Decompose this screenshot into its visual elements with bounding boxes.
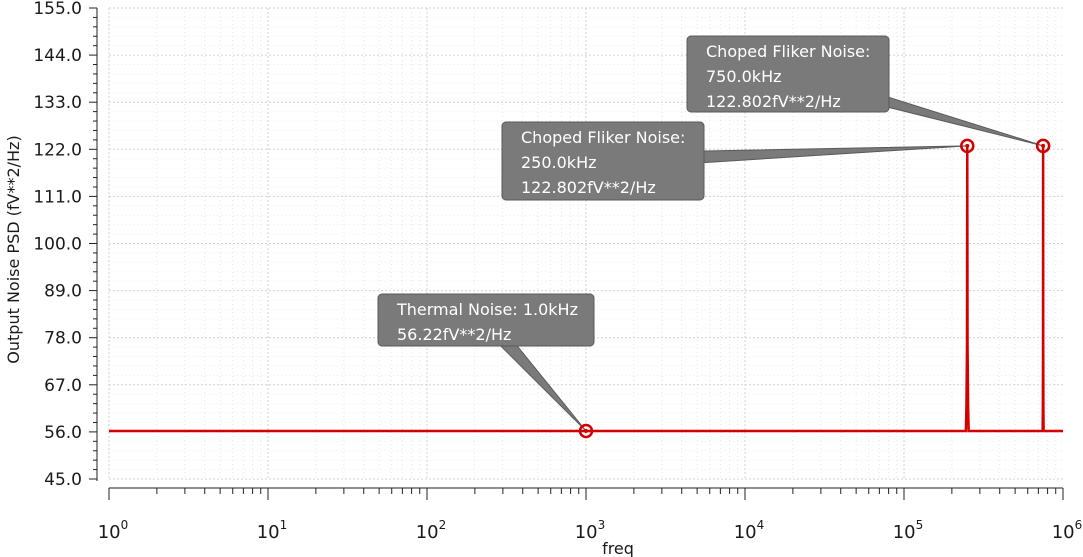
- series-line: [109, 145, 1063, 433]
- callout-text: 122.802fV**2/Hz: [706, 92, 841, 111]
- x-tick-label: 106: [1052, 518, 1083, 543]
- axes: 45.0 56.0 67.0 78.0 89.0 100.0 111.0 122.0 133.0…: [33, 0, 1082, 543]
- x-axis-title: freq: [602, 539, 634, 557]
- marker-callout: Choped Fliker Noise: 250.0kHz 122.802fV**2…: [501, 121, 975, 201]
- y-tick-label: 144.0: [33, 46, 82, 66]
- grid: [108, 7, 1063, 480]
- y-tick-label: 155.0: [33, 0, 82, 19]
- x-tick-label: 104: [734, 518, 765, 543]
- marker-point-dot: [965, 143, 970, 148]
- x-tick-label: 101: [257, 518, 288, 543]
- callout-box: [686, 35, 890, 113]
- marker-callouts: Thermal Noise: 1.0kHz 56.22fV**2/Hz Choped…: [377, 35, 1051, 439]
- marker-callout: Thermal Noise: 1.0kHz 56.22fV**2/Hz: [377, 293, 595, 439]
- y-tick-label: 67.0: [44, 376, 82, 396]
- callout-text: Choped Fliker Noise:: [521, 128, 685, 147]
- callout-text: Thermal Noise: 1.0kHz: [396, 300, 578, 319]
- y-tick-label: 56.0: [44, 423, 82, 443]
- series-layer: [109, 145, 1063, 433]
- callout-text: 250.0kHz: [521, 153, 597, 172]
- callout-text: 56.22fV**2/Hz: [397, 325, 511, 344]
- marker-point: [960, 138, 975, 154]
- x-tick-label: 102: [416, 518, 447, 543]
- y-tick-label: 78.0: [44, 329, 82, 349]
- x-tick-label: 103: [575, 518, 606, 543]
- callout-box: [501, 121, 705, 201]
- y-tick-label: 100.0: [33, 235, 82, 255]
- callout-text: Choped Fliker Noise:: [706, 42, 870, 61]
- marker-callout: Choped Fliker Noise: 750.0kHz 122.802fV**2…: [686, 35, 1051, 154]
- marker-point: [1035, 138, 1051, 154]
- marker-point-dot: [1041, 143, 1046, 148]
- y-tick-label: 111.0: [33, 187, 82, 207]
- y-tick-label: 45.0: [44, 470, 82, 490]
- x-tick-label: 105: [893, 518, 924, 543]
- callout-text: 750.0kHz: [706, 67, 782, 86]
- y-tick-label: 89.0: [44, 282, 82, 302]
- y-axis-title: Output Noise PSD (fV**2/Hz): [4, 135, 23, 363]
- y-tick-label: 133.0: [33, 93, 82, 113]
- callout-box: [377, 293, 595, 347]
- callout-text: 122.802fV**2/Hz: [521, 178, 656, 197]
- y-tick-label: 122.0: [33, 140, 82, 160]
- marker-point-dot: [584, 428, 588, 433]
- x-tick-label: 100: [98, 518, 129, 543]
- marker-point: [578, 423, 594, 439]
